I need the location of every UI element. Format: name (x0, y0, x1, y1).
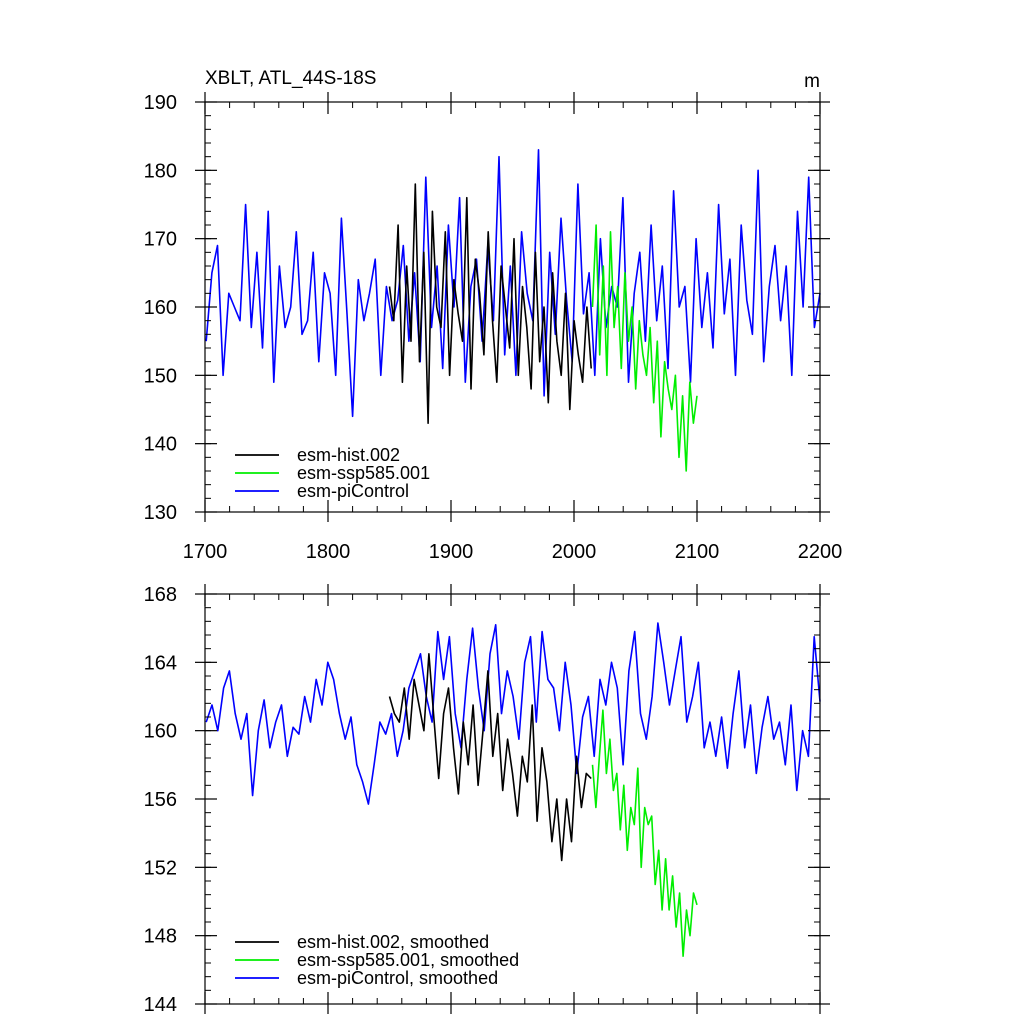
y-tick-label: 152 (144, 857, 177, 879)
y-tick-label: 164 (144, 652, 177, 674)
y-tick-label: 140 (144, 434, 177, 456)
y-tick-label: 190 (144, 92, 177, 114)
x-tick-label: 2200 (798, 541, 843, 563)
y-tick-label: 168 (144, 584, 177, 606)
legend-label: esm-hist.002 (297, 445, 400, 465)
y-tick-label: 150 (144, 365, 177, 387)
bottom-panel: 144 148 152 156 160 164 168 esm-hist.002, smoot… (144, 584, 830, 1016)
y-tick-label: 160 (144, 297, 177, 319)
x-tick-label: 1700 (183, 541, 228, 563)
series-line-esm-hist-002-smoothed (388, 652, 592, 862)
x-tick-label: 2100 (675, 541, 720, 563)
y-tick-label: 156 (144, 789, 177, 811)
top-panel-title: XBLT, ATL_44S-18S (205, 68, 376, 89)
x-tick-label: 1800 (306, 541, 351, 563)
legend-label: esm-ssp585.001 (297, 463, 430, 483)
series-line-esm-picontrol (205, 149, 821, 418)
series-line-esm-hist-002 (388, 183, 592, 425)
legend-label: esm-ssp585.001, smoothed (297, 950, 519, 970)
series-line-esm-ssp585-001-smoothed (591, 709, 698, 958)
y-tick-label: 180 (144, 160, 177, 182)
series-line-esm-picontrol-smoothed (205, 622, 821, 805)
top-panel-units: m (804, 71, 820, 92)
x-tick-label: 1900 (429, 541, 474, 563)
legend-label: esm-hist.002, smoothed (297, 932, 489, 952)
y-tick-label: 160 (144, 721, 177, 743)
series-line-esm-ssp585-001 (591, 224, 698, 472)
y-tick-label: 170 (144, 229, 177, 251)
legend-label: esm-piControl (297, 481, 409, 501)
legend-label: esm-piControl, smoothed (297, 968, 498, 988)
y-tick-label: 130 (144, 502, 177, 524)
y-tick-label: 148 (144, 926, 177, 948)
top-panel: XBLT, ATL_44S-18S m 1700 1800 1900 2000 2100… (144, 68, 843, 563)
y-tick-label: 144 (144, 994, 177, 1016)
x-tick-label: 2000 (552, 541, 597, 563)
